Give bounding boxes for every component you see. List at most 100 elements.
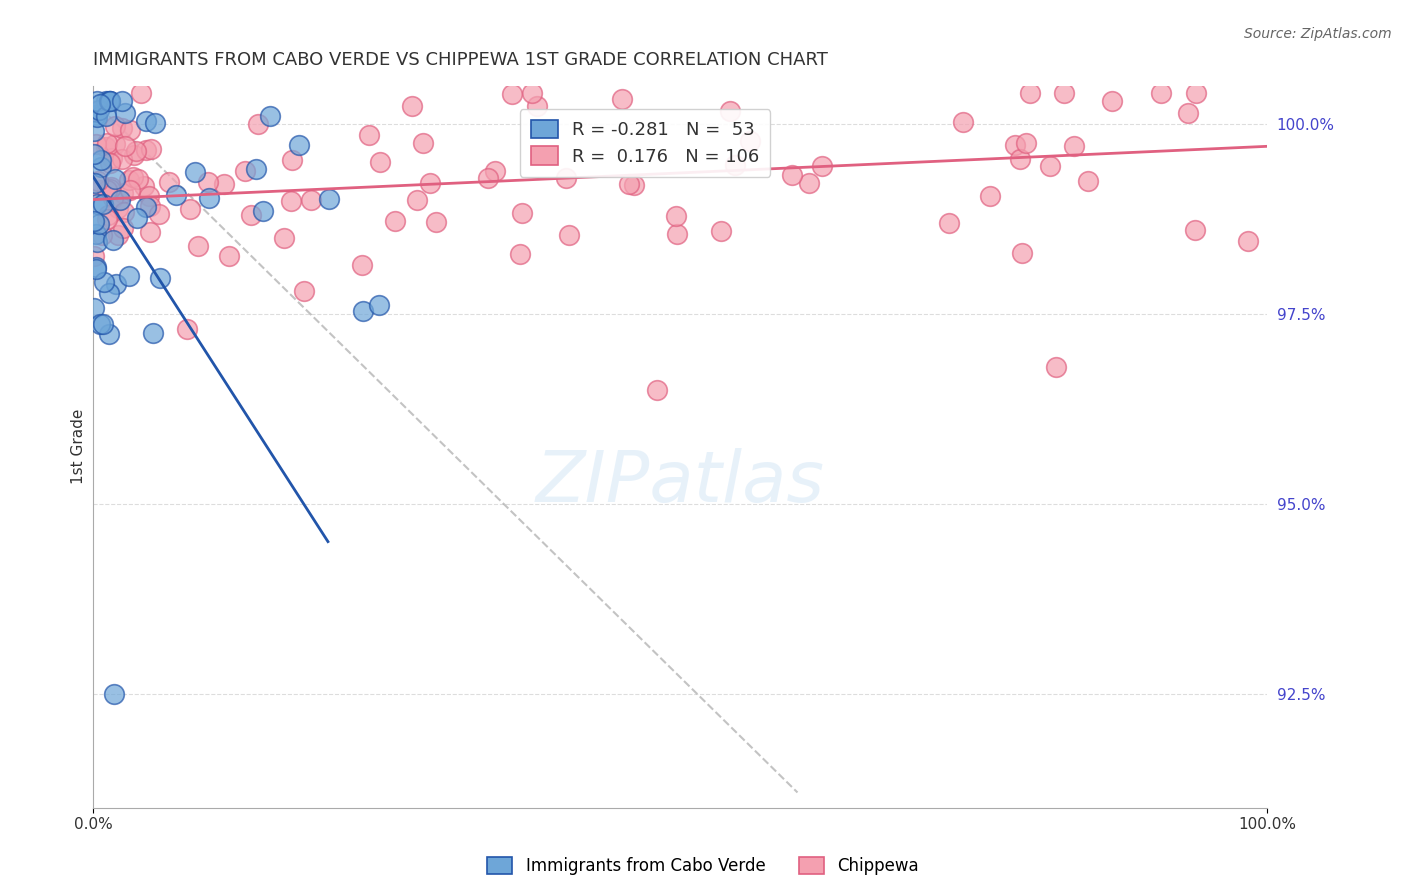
Point — [352, 303, 374, 318]
Point — [100, 180, 122, 194]
Point — [141, 326, 163, 340]
Point — [98, 94, 121, 108]
Point — [1184, 223, 1206, 237]
Point — [623, 178, 645, 193]
Point — [148, 207, 170, 221]
Point — [501, 87, 523, 102]
Text: IMMIGRANTS FROM CABO VERDE VS CHIPPEWA 1ST GRADE CORRELATION CHART: IMMIGRANTS FROM CABO VERDE VS CHIPPEWA 1… — [93, 51, 828, 69]
Point — [135, 114, 157, 128]
Point — [83, 146, 105, 161]
Point — [103, 136, 125, 151]
Point — [107, 228, 129, 243]
Point — [132, 179, 155, 194]
Point — [520, 86, 543, 100]
Point — [406, 194, 429, 208]
Point — [509, 247, 531, 261]
Point — [555, 170, 578, 185]
Point — [198, 191, 221, 205]
Point — [96, 140, 118, 154]
Point — [107, 201, 129, 215]
Point — [91, 196, 114, 211]
Point — [121, 169, 143, 184]
Point — [139, 199, 162, 213]
Point — [83, 124, 105, 138]
Point — [1010, 153, 1032, 167]
Point — [138, 225, 160, 239]
Point — [120, 183, 142, 197]
Point — [117, 269, 139, 284]
Point — [143, 116, 166, 130]
Point — [1101, 94, 1123, 108]
Point — [526, 99, 548, 113]
Point — [96, 94, 118, 108]
Point — [723, 158, 745, 172]
Point — [797, 176, 820, 190]
Point — [165, 188, 187, 202]
Point — [1150, 86, 1173, 100]
Point — [93, 317, 115, 331]
Point — [718, 103, 741, 118]
Point — [558, 227, 581, 242]
Point — [111, 94, 134, 108]
Point — [233, 163, 256, 178]
Point — [86, 235, 108, 250]
Point — [1053, 86, 1076, 100]
Point — [187, 239, 209, 253]
Point — [104, 172, 127, 186]
Point — [484, 164, 506, 178]
Point — [84, 260, 107, 274]
Point — [419, 176, 441, 190]
Point — [111, 220, 134, 235]
Point — [103, 233, 125, 247]
Point — [96, 212, 118, 227]
Point — [318, 192, 340, 206]
Point — [610, 93, 633, 107]
Point — [135, 200, 157, 214]
Point — [105, 277, 128, 291]
Point — [252, 203, 274, 218]
Point — [86, 197, 108, 211]
Point — [359, 128, 381, 143]
Point — [114, 139, 136, 153]
Point — [84, 108, 107, 122]
Point — [645, 383, 668, 397]
Point — [665, 227, 688, 241]
Point — [98, 155, 121, 169]
Point — [112, 186, 135, 200]
Point — [938, 216, 960, 230]
Point — [1237, 234, 1260, 248]
Point — [98, 182, 121, 196]
Point — [780, 168, 803, 182]
Point — [139, 142, 162, 156]
Point — [368, 155, 391, 169]
Point — [810, 159, 832, 173]
Text: Source: ZipAtlas.com: Source: ZipAtlas.com — [1244, 27, 1392, 41]
Point — [212, 177, 235, 191]
Point — [281, 153, 304, 168]
Point — [135, 144, 157, 158]
Point — [89, 97, 111, 112]
Point — [103, 687, 125, 701]
Point — [111, 152, 134, 166]
Point — [96, 136, 118, 150]
Point — [125, 144, 148, 158]
Point — [98, 285, 121, 300]
Point — [84, 227, 107, 242]
Point — [87, 174, 110, 188]
Point — [90, 160, 112, 174]
Point — [952, 115, 974, 129]
Point — [184, 164, 207, 178]
Point — [98, 94, 121, 108]
Point — [273, 231, 295, 245]
Point — [84, 176, 107, 190]
Point — [86, 262, 108, 277]
Point — [425, 214, 447, 228]
Point — [89, 317, 111, 331]
Text: ZIPatlas: ZIPatlas — [536, 448, 824, 517]
Point — [240, 209, 263, 223]
Point — [89, 103, 111, 117]
Point — [83, 214, 105, 228]
Point — [86, 94, 108, 108]
Point — [89, 183, 111, 197]
Point — [118, 173, 141, 187]
